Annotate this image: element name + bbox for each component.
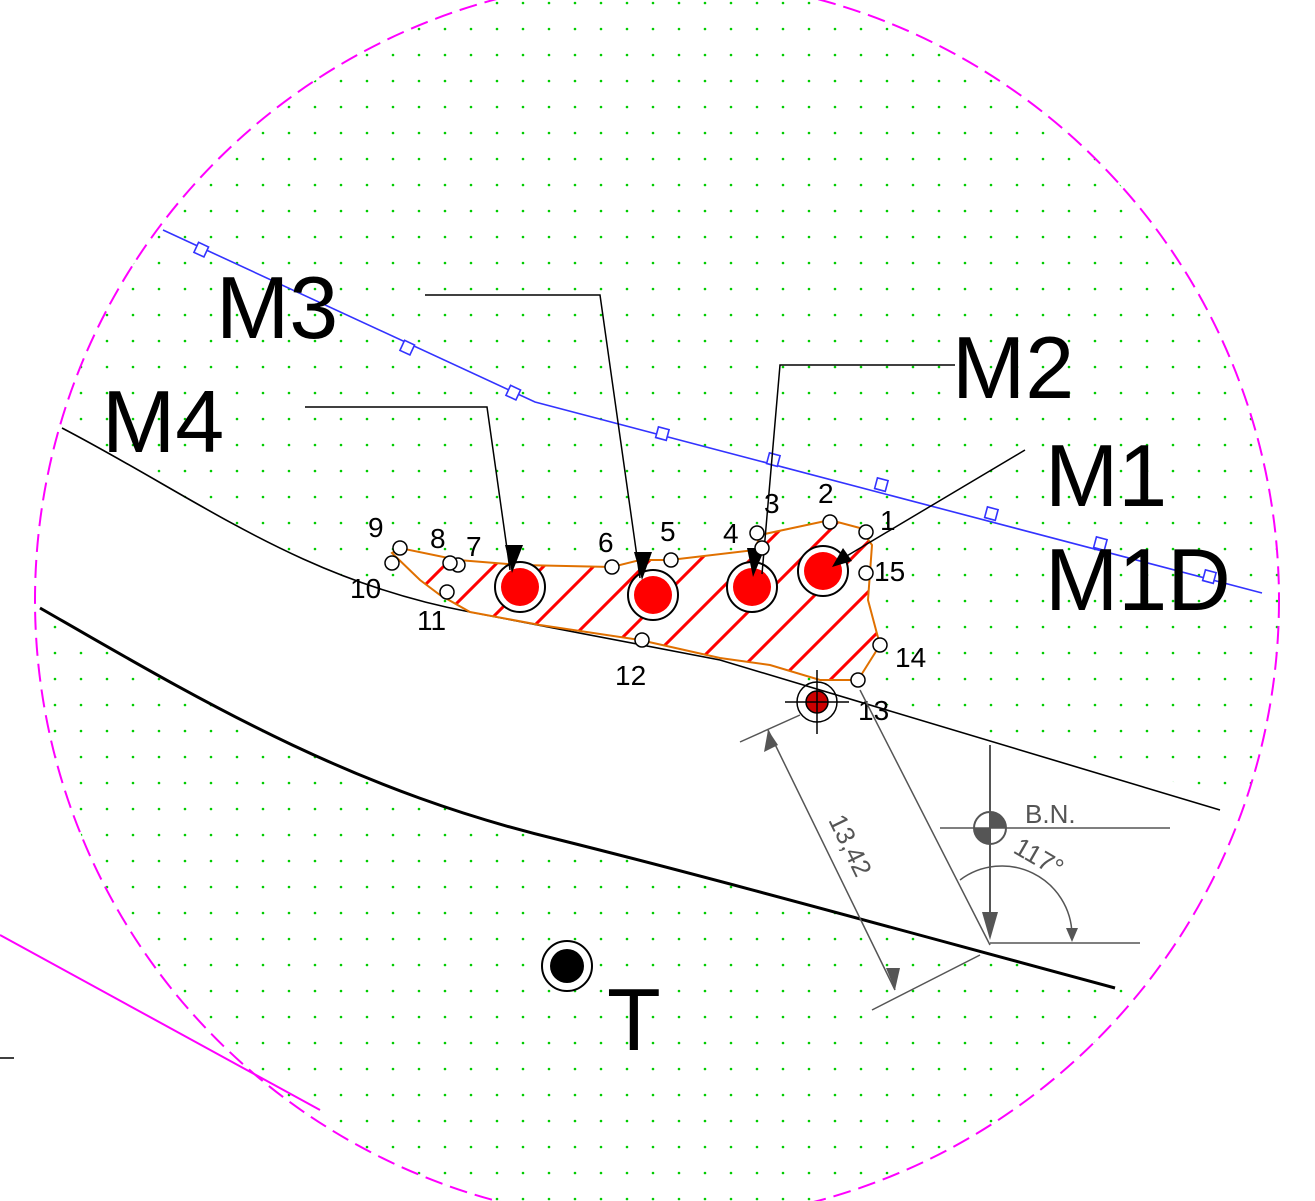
survey-points	[384, 514, 888, 688]
point-label-1: 1	[880, 505, 896, 536]
point-label-7: 7	[466, 531, 482, 562]
marker-m3	[627, 569, 679, 621]
bn-label: B.N.	[1025, 799, 1076, 829]
marker-m1	[797, 545, 849, 597]
road-band	[35, 400, 1279, 1010]
point-label-8: 8	[430, 523, 446, 554]
road-edge-lower	[39, 606, 1116, 990]
label-t: T	[607, 970, 661, 1069]
point-label-10: 10	[350, 573, 381, 604]
point-label-13: 13	[858, 695, 889, 726]
dim-arrow-end	[886, 968, 900, 990]
dim-arrow-start	[764, 730, 778, 752]
leader-lines	[305, 294, 1026, 579]
point-label-12: 12	[615, 660, 646, 691]
label-m1d: M1D	[1045, 530, 1231, 629]
label-m1: M1	[1045, 426, 1167, 525]
marker-m2	[726, 561, 778, 613]
boundary-circle	[34, 0, 1280, 1201]
point-label-4: 4	[723, 518, 739, 549]
label-m3: M3	[216, 258, 338, 357]
point-label-14: 14	[895, 642, 926, 673]
angle-arc	[959, 865, 1073, 936]
point-label-6: 6	[598, 527, 614, 558]
point-label-11: 11	[417, 605, 446, 636]
dimension-13-42	[739, 689, 991, 1011]
point-label-3: 3	[764, 488, 780, 519]
north-arrow	[982, 912, 998, 940]
angle-arrow	[1066, 928, 1078, 942]
boundary-line	[0, 934, 321, 1111]
point-t-marker	[541, 940, 593, 992]
label-m4: M4	[102, 372, 224, 471]
marker-m4	[494, 561, 546, 613]
point-label-2: 2	[818, 478, 834, 509]
road-edge-upper	[61, 427, 1221, 811]
crosshair-target-icon	[785, 670, 849, 734]
point-label-5: 5	[660, 516, 676, 547]
point-label-9: 9	[368, 512, 384, 543]
fence-line	[162, 229, 1263, 594]
label-m2: M2	[952, 318, 1074, 417]
point-label-15: 15	[874, 556, 905, 587]
